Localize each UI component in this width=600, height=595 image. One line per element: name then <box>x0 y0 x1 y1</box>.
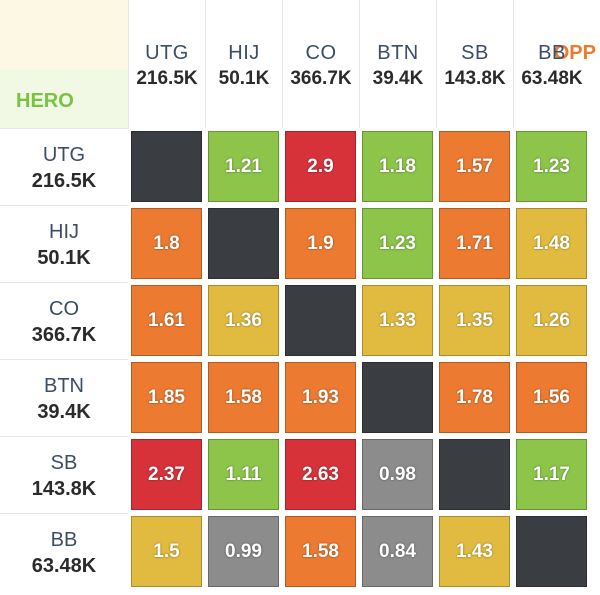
heatmap-cell <box>439 439 510 510</box>
col-header-position: CO <box>305 42 337 64</box>
row-header-sb: SB 143.8K <box>0 436 128 513</box>
hero-corner <box>0 70 128 128</box>
col-header-position: BB <box>538 42 566 64</box>
row-header-count: 39.4K <box>37 401 91 423</box>
col-header-count: 39.4K <box>372 68 424 89</box>
heatmap-cell: 1.71 <box>439 208 510 279</box>
heatmap-cell: 1.26 <box>516 285 587 356</box>
col-header-count: 216.5K <box>136 68 198 89</box>
col-header-count: 366.7K <box>290 68 352 89</box>
heatmap-cell: 1.56 <box>516 362 587 433</box>
row-header-position: BB <box>50 529 78 551</box>
col-header-co: CO 366.7K <box>282 0 359 128</box>
heatmap-cell: 1.18 <box>362 131 433 202</box>
col-header-utg: UTG 216.5K <box>128 0 205 128</box>
heatmap-cell <box>362 362 433 433</box>
col-header-count: 143.8K <box>444 68 506 89</box>
row-header-count: 143.8K <box>31 478 97 500</box>
heatmap-cell: 1.11 <box>208 439 279 510</box>
heatmap-cell: 2.63 <box>285 439 356 510</box>
heatmap-cell: 1.9 <box>285 208 356 279</box>
row-header-bb: BB 63.48K <box>0 513 128 590</box>
row-header-count: 366.7K <box>31 324 97 346</box>
col-header-count: 63.48K <box>521 68 583 89</box>
heatmap-cell: 1.93 <box>285 362 356 433</box>
heatmap-cell: 1.48 <box>516 208 587 279</box>
heatmap-cell: 1.23 <box>516 131 587 202</box>
row-header-count: 216.5K <box>31 170 97 192</box>
row-header-count: 50.1K <box>37 247 91 269</box>
row-header-position: SB <box>50 452 78 474</box>
heatmap-cell: 0.98 <box>362 439 433 510</box>
heatmap-cell: 1.8 <box>131 208 202 279</box>
heatmap-cell: 2.37 <box>131 439 202 510</box>
row-header-position: UTG <box>42 144 86 166</box>
heatmap-cell: 1.57 <box>439 131 510 202</box>
hero-axis-label: HERO <box>16 90 74 112</box>
heatmap-cell: 1.43 <box>439 516 510 587</box>
col-header-position: SB <box>461 42 489 64</box>
row-header-count: 63.48K <box>31 555 97 577</box>
heatmap-cell: 1.58 <box>285 516 356 587</box>
opp-axis-label: OPP <box>553 42 596 64</box>
row-header-position: CO <box>49 298 79 320</box>
heatmap-cell: 1.36 <box>208 285 279 356</box>
heatmap-cell: 1.21 <box>208 131 279 202</box>
heatmap-cell: 1.58 <box>208 362 279 433</box>
row-header-utg: UTG 216.5K <box>0 128 128 205</box>
row-header-position: BTN <box>44 375 84 397</box>
col-header-hij: HIJ 50.1K <box>205 0 282 128</box>
heatmap-cell <box>131 131 202 202</box>
col-header-position: BTN <box>377 42 419 64</box>
heatmap-cell: 1.78 <box>439 362 510 433</box>
heatmap-cell: 1.85 <box>131 362 202 433</box>
heatmap-cell: 1.5 <box>131 516 202 587</box>
row-header-position: HIJ <box>49 221 79 243</box>
heatmap-cell <box>285 285 356 356</box>
heatmap-cell <box>516 516 587 587</box>
col-header-count: 50.1K <box>218 68 270 89</box>
heatmap-cell <box>208 208 279 279</box>
heatmap-cell: 1.33 <box>362 285 433 356</box>
heatmap-cell: 1.23 <box>362 208 433 279</box>
row-header-btn: BTN 39.4K <box>0 359 128 436</box>
opp-corner <box>0 0 128 70</box>
heatmap-cell: 2.9 <box>285 131 356 202</box>
heatmap-cell: 1.17 <box>516 439 587 510</box>
heatmap-cell: 1.61 <box>131 285 202 356</box>
col-header-btn: BTN 39.4K <box>359 0 436 128</box>
row-header-co: CO 366.7K <box>0 282 128 359</box>
col-header-bb: BB 63.48K <box>513 0 590 128</box>
heatmap-cell: 0.84 <box>362 516 433 587</box>
row-header-hij: HIJ 50.1K <box>0 205 128 282</box>
col-header-sb: SB 143.8K <box>436 0 513 128</box>
heatmap-cell: 0.99 <box>208 516 279 587</box>
heatmap-cell: 1.35 <box>439 285 510 356</box>
col-header-position: HIJ <box>228 42 260 64</box>
col-header-position: UTG <box>145 42 189 64</box>
